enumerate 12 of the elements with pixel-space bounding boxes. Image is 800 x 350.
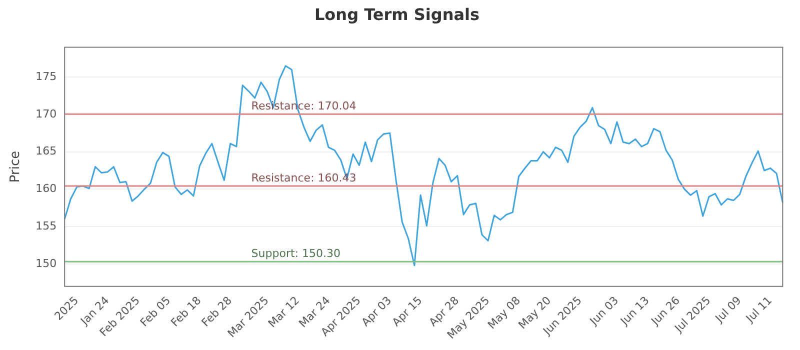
y-tick-label: 175 [36, 70, 57, 83]
y-axis-title: Price [8, 150, 24, 183]
y-tick-label: 160 [36, 182, 57, 196]
x-tick-label: Jul 11 [742, 294, 775, 326]
ref-line-label: Resistance: 160.43 [251, 171, 356, 184]
x-tick-label: Jul 09 [712, 294, 744, 326]
y-tick-label: 170 [36, 107, 57, 120]
y-tick-label: 150 [36, 256, 57, 270]
y-tick-label: 155 [36, 219, 57, 232]
ref-line-label: Support: 150.30 [251, 247, 340, 260]
chart-title: Long Term Signals [314, 4, 480, 24]
y-tick-label: 165 [36, 144, 57, 158]
